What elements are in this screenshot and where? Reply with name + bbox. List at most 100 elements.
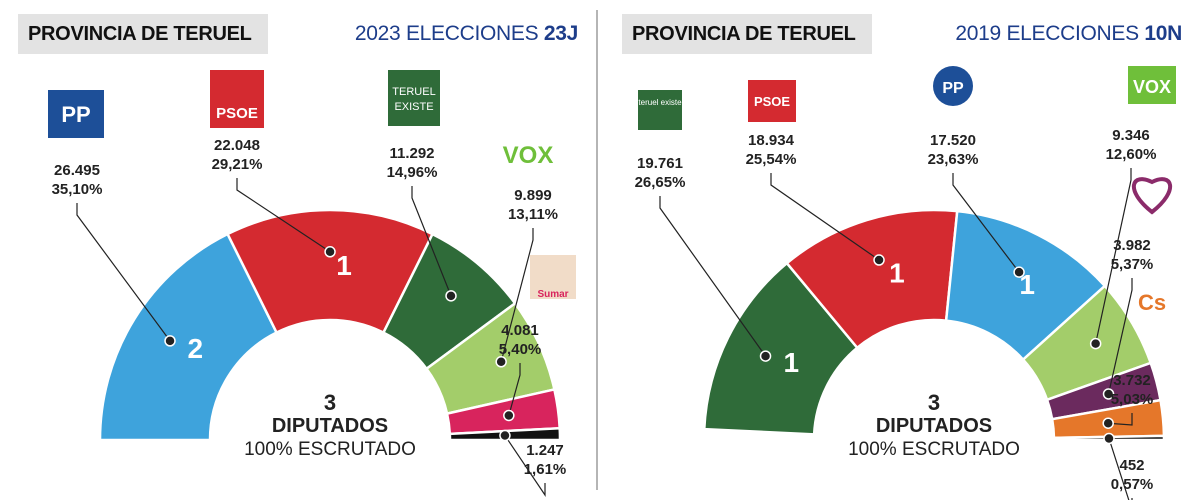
votes-label: 17.520: [930, 132, 976, 149]
hemicycle-chart-2023: 26.495 35,10% 2 22.048 29,21% 1 11.292 14,96% 9.…: [48, 70, 576, 497]
teruel-existe-logo-text: EXISTE: [394, 101, 433, 113]
percentage-label: 23,63%: [928, 151, 979, 168]
sumar-logo: [530, 255, 576, 299]
votes-label: 9.899: [514, 187, 552, 204]
votes-label: 11.292: [389, 145, 434, 162]
slice-marker-dot: [759, 350, 772, 362]
pp-logo-text: PP: [942, 80, 964, 97]
election-label: ELECCIONES: [1006, 22, 1139, 45]
teruel-existe-badge-text: teruel existe: [638, 98, 682, 107]
header-2023: PROVINCIA DE TERUEL 2023 ELECCIONES 23J: [18, 14, 578, 54]
header-election: 2019 ELECCIONES 10N: [955, 14, 1182, 54]
slice-pp: [98, 232, 279, 442]
slice-marker-dot: [499, 429, 511, 442]
slice-marker-dot: [1102, 388, 1115, 400]
center-count: 3: [324, 390, 336, 415]
slice-marker-dot: [1089, 337, 1102, 350]
percentage-label: 13,11%: [508, 206, 558, 223]
votes-label: 26.495: [54, 162, 100, 179]
votes-label: 452: [1119, 457, 1144, 474]
header-title: PROVINCIA DE TERUEL: [18, 14, 268, 54]
slice-marker-dot: [164, 335, 176, 347]
percentage-label: 5,03%: [1111, 391, 1154, 408]
center-status: 100% ESCRUTADO: [848, 439, 1020, 460]
votes-label: 3.982: [1113, 237, 1151, 254]
seats-label: 1: [889, 258, 905, 289]
votes-label: 22.048: [214, 137, 260, 154]
votes-label: 18.934: [748, 132, 795, 149]
leader-line: [411, 186, 452, 297]
panel-2019: PROVINCIA DE TERUEL 2019 ELECCIONES 10N …: [604, 0, 1194, 500]
election-tag: 23J: [543, 22, 578, 45]
percentage-label: 5,40%: [499, 341, 542, 358]
votes-label: 3.732: [1113, 372, 1151, 389]
leader-line: [1108, 438, 1133, 500]
leader-line: [770, 173, 880, 261]
center-label: DIPUTADOS: [876, 415, 992, 437]
votes-label: 9.346: [1112, 127, 1150, 144]
sumar-logo-text: Sumar: [537, 289, 568, 300]
leader-line: [504, 435, 546, 497]
leader-line: [76, 203, 171, 342]
leader-line: [500, 228, 534, 362]
votes-label: 1.247: [526, 442, 564, 459]
hemicycle-chart-2019: 19.761 26,65% 1 18.934 25,54% 1 17.520 23,63% 1 9…: [635, 66, 1176, 500]
leader-line: [1107, 278, 1133, 395]
pp-logo-text: PP: [61, 102, 90, 127]
seats-label: 2: [187, 333, 203, 364]
slice-marker-dot: [503, 409, 515, 422]
percentage-label: 1,61%: [524, 461, 567, 478]
vox-logo-text: VOX: [1133, 77, 1171, 97]
slice-marker-dot: [495, 356, 507, 368]
cs-logo: Cs: [1138, 290, 1166, 315]
percentage-label: 26,65%: [635, 174, 686, 191]
leader-line: [1095, 168, 1132, 344]
slice-marker-dot: [1013, 266, 1025, 278]
podemos-heart-icon: [1131, 177, 1173, 215]
leader-line: [659, 196, 767, 357]
percentage-label: 0,57%: [1111, 476, 1154, 493]
pp-logo: [933, 66, 973, 106]
election-year: 2023: [354, 22, 401, 45]
slice-marker-dot: [1103, 432, 1115, 445]
election-tag: 10N: [1144, 22, 1182, 45]
panel-divider: [596, 10, 598, 490]
psoe-logo: [210, 70, 264, 128]
slice-teruel-existe: [702, 261, 860, 436]
psoe-logo-text: PSOE: [754, 94, 790, 109]
teruel-existe-logo: [388, 70, 440, 126]
percentage-label: 25,54%: [746, 151, 797, 168]
center-label: DIPUTADOS: [272, 415, 388, 437]
leader-line: [952, 173, 1020, 273]
vox-logo: [1128, 66, 1176, 104]
percentage-label: 14,96%: [387, 164, 438, 181]
election-label: ELECCIONES: [405, 22, 539, 45]
slice-marker-dot: [324, 246, 336, 258]
panel-2023: PROVINCIA DE TERUEL 2023 ELECCIONES 23J …: [0, 0, 590, 500]
percentage-label: 29,21%: [212, 156, 263, 173]
pp-logo: [48, 90, 104, 138]
seats-label: 1: [784, 347, 800, 378]
center-status: 100% ESCRUTADO: [244, 439, 416, 460]
seats-label: 1: [1019, 269, 1035, 300]
header-title: PROVINCIA DE TERUEL: [622, 14, 872, 54]
teruel-existe-badge: [638, 90, 682, 130]
percentage-label: 35,10%: [52, 181, 103, 198]
slice-marker-dot: [445, 290, 457, 302]
vox-logo: VOX: [503, 142, 554, 169]
percentage-label: 12,60%: [1106, 146, 1157, 163]
teruel-existe-logo-text: TERUEL: [392, 86, 435, 98]
psoe-logo-text: PSOE: [216, 105, 258, 122]
votes-label: 19.761: [637, 155, 683, 172]
leader-line: [1108, 413, 1133, 426]
leader-line: [236, 178, 331, 253]
leader-line: [508, 363, 521, 416]
slice-marker-dot: [873, 254, 885, 266]
votes-label: 4.081: [501, 322, 539, 339]
header-2019: PROVINCIA DE TERUEL 2019 ELECCIONES 10N: [622, 14, 1182, 54]
seats-label: 1: [336, 250, 352, 281]
psoe-logo: [748, 80, 796, 122]
center-count: 3: [928, 390, 940, 415]
header-election: 2023 ELECCIONES 23J: [355, 14, 578, 54]
election-year: 2019: [955, 22, 1001, 45]
